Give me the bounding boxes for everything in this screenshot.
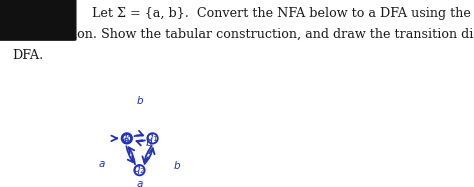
Text: b: b xyxy=(174,161,181,171)
Text: $q_0$: $q_0$ xyxy=(120,132,133,144)
Text: Let Σ = {a, b}.  Convert the NFA below to a DFA using the subset: Let Σ = {a, b}. Convert the NFA below to… xyxy=(92,7,474,20)
Text: b: b xyxy=(146,138,152,148)
Text: a: a xyxy=(122,136,128,146)
Text: DFA.: DFA. xyxy=(12,49,43,62)
Text: construction. Show the tabular construction, and draw the transition diagram of : construction. Show the tabular construct… xyxy=(12,28,474,41)
Text: a: a xyxy=(137,179,143,187)
Text: $q_2$: $q_2$ xyxy=(133,164,146,176)
FancyBboxPatch shape xyxy=(0,0,76,40)
Text: $q_1$: $q_1$ xyxy=(146,132,159,144)
Text: a: a xyxy=(98,159,105,169)
Text: b: b xyxy=(137,96,143,106)
